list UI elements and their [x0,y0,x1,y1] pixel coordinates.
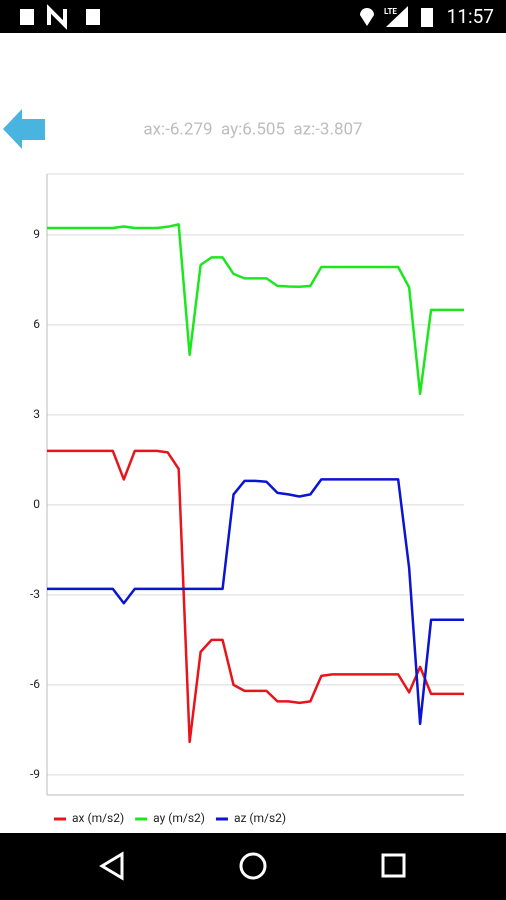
recents-nav[interactable] [381,853,406,878]
legend-label: ax (m/s2) [72,811,124,825]
y-tick-label: -3 [30,587,40,601]
n-icon [47,4,67,30]
network-label: LTE [384,7,397,16]
sd-icon [20,9,34,25]
y-tick-label: 6 [33,317,40,331]
y-tick-label: 0 [33,497,40,511]
location-icon [360,8,374,26]
nav-bar [0,833,506,900]
y-tick-label: 9 [33,227,40,241]
back-button[interactable] [3,109,45,149]
legend-label: ay (m/s2) [153,811,205,825]
legend-label: az (m/s2) [234,811,286,825]
back-nav[interactable] [99,851,124,881]
y-tick-label: 3 [33,407,40,421]
data-line [47,449,464,744]
y-tick-label: -9 [30,767,40,781]
data-line [47,223,464,396]
data-line [47,478,464,726]
chart: -9 -6 -3 0 3 6 9 ax (m/s2) ay (m/s2) az (m/s2) [30,173,464,825]
clock: 11:57 [447,5,494,28]
signal-icon [386,6,408,27]
y-tick-label: -6 [30,677,40,691]
home-nav[interactable] [239,852,267,880]
battery-icon [421,8,433,27]
sensor-readout: ax:-6.279 ay:6.505 az:-3.807 [143,119,362,139]
a-icon [86,9,100,25]
